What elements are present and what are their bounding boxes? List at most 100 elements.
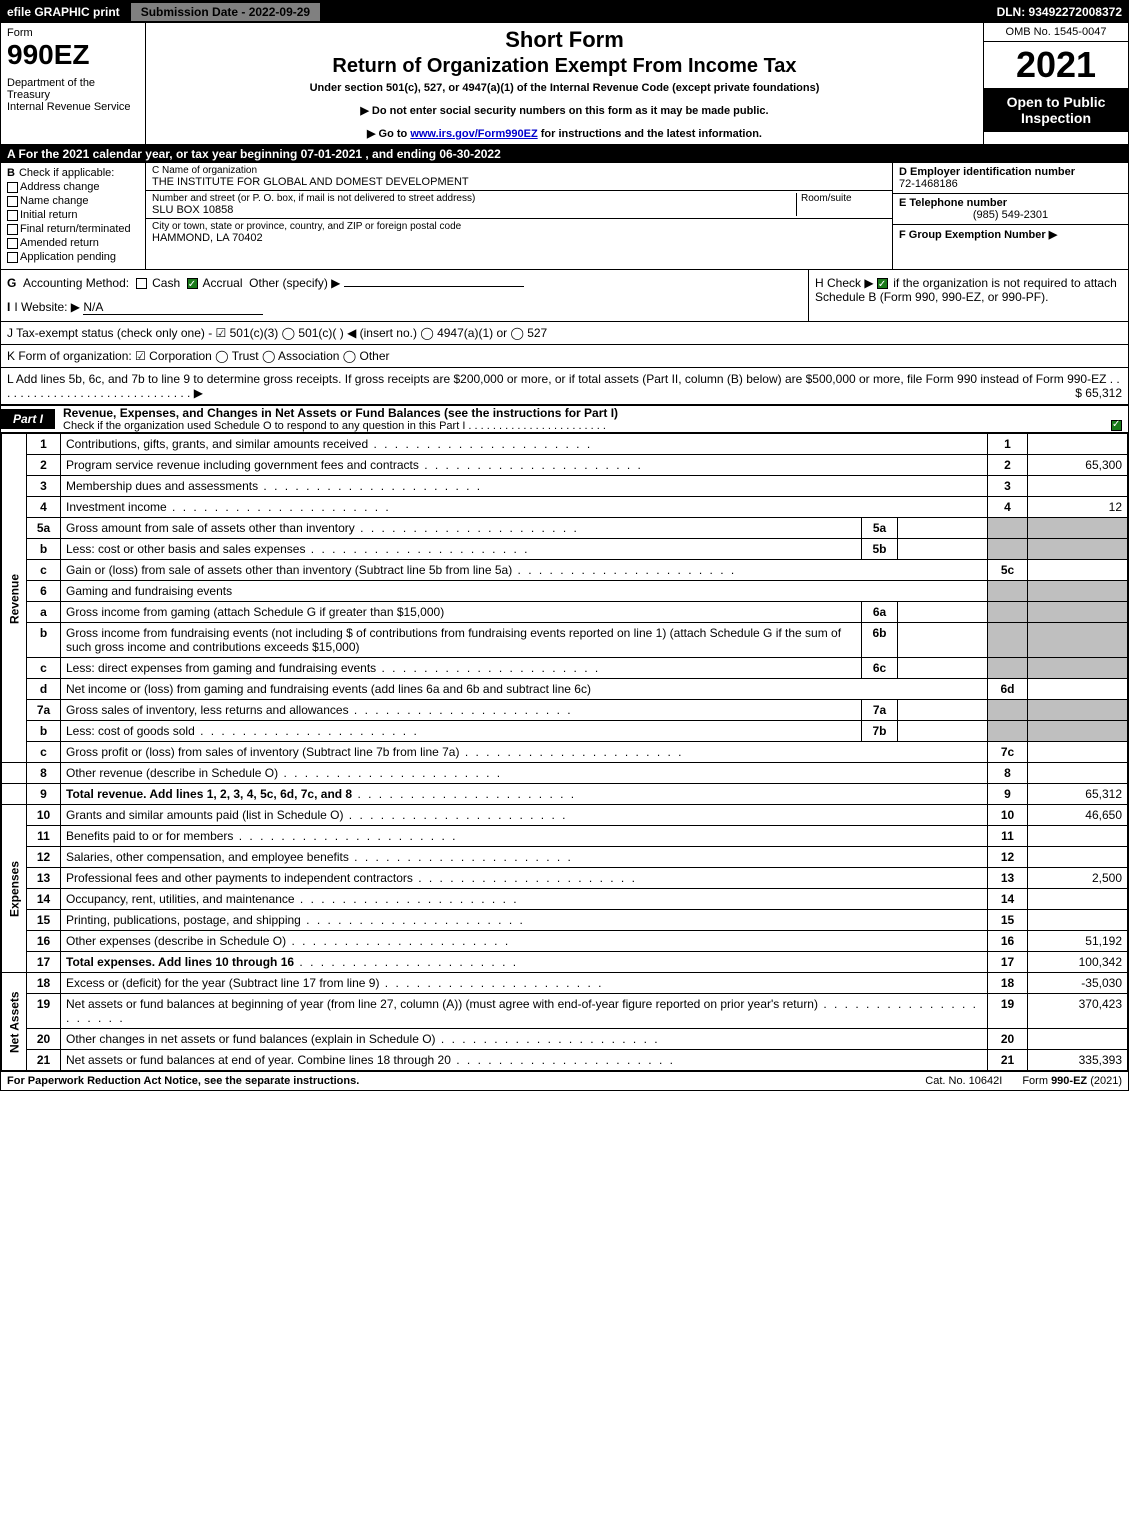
l7b-greyamt — [1028, 721, 1128, 742]
l2-desc: Program service revenue including govern… — [61, 455, 988, 476]
chk-name-change[interactable]: Name change — [7, 195, 139, 207]
l21-desc: Net assets or fund balances at end of ye… — [61, 1050, 988, 1071]
row-l: L Add lines 5b, 6c, and 7b to line 9 to … — [1, 368, 1128, 405]
l8-num: 8 — [27, 763, 61, 784]
l19-amt: 370,423 — [1028, 994, 1128, 1029]
header-right: OMB No. 1545-0047 2021 Open to Public In… — [983, 23, 1128, 144]
l5a-greybox — [988, 518, 1028, 539]
l-amount: $ 65,312 — [1075, 386, 1122, 400]
l6c-desc: Less: direct expenses from gaming and fu… — [61, 658, 862, 679]
l11-box: 11 — [988, 826, 1028, 847]
l-text: L Add lines 5b, 6c, and 7b to line 9 to … — [7, 372, 1120, 400]
i-label: I Website: ▶ — [14, 300, 80, 314]
l8-amt — [1028, 763, 1128, 784]
l11-amt — [1028, 826, 1128, 847]
l3-num: 3 — [27, 476, 61, 497]
l2-box: 2 — [988, 455, 1028, 476]
form-header: Form 990EZ Department of the Treasury In… — [1, 23, 1128, 145]
l17-amt: 100,342 — [1028, 952, 1128, 973]
line-a: A For the 2021 calendar year, or tax yea… — [1, 145, 1128, 163]
dln-label: DLN: 93492272008372 — [991, 3, 1128, 21]
chk-schedule-o[interactable] — [1111, 420, 1122, 431]
l5b-ibox: 5b — [862, 539, 898, 560]
l5a-num: 5a — [27, 518, 61, 539]
l14-desc: Occupancy, rent, utilities, and maintena… — [61, 889, 988, 910]
l7c-num: c — [27, 742, 61, 763]
l5b-greybox — [988, 539, 1028, 560]
subtitle-under: Under section 501(c), 527, or 4947(a)(1)… — [154, 82, 975, 94]
chk-final-return[interactable]: Final return/terminated — [7, 223, 139, 235]
l6a-ival — [898, 602, 988, 623]
g-letter: G — [7, 276, 16, 290]
l7c-amt — [1028, 742, 1128, 763]
l6b-desc: Gross income from fundraising events (no… — [61, 623, 862, 658]
section-b: BCheck if applicable: Address change Nam… — [1, 163, 146, 269]
c-name-label: C Name of organization — [152, 165, 886, 176]
l7a-ibox: 7a — [862, 700, 898, 721]
l4-desc: Investment income — [61, 497, 988, 518]
l6c-num: c — [27, 658, 61, 679]
l12-desc: Salaries, other compensation, and employ… — [61, 847, 988, 868]
l6b-ibox: 6b — [862, 623, 898, 658]
l10-amt: 46,650 — [1028, 805, 1128, 826]
l2-num: 2 — [27, 455, 61, 476]
side-netassets: Net Assets — [2, 973, 27, 1071]
l7a-greyamt — [1028, 700, 1128, 721]
chk-amended-return[interactable]: Amended return — [7, 237, 139, 249]
l16-amt: 51,192 — [1028, 931, 1128, 952]
d-label: D Employer identification number — [899, 166, 1075, 178]
l16-desc: Other expenses (describe in Schedule O) — [61, 931, 988, 952]
b-label: Check if applicable: — [19, 167, 114, 179]
l15-num: 15 — [27, 910, 61, 931]
l21-box: 21 — [988, 1050, 1028, 1071]
chk-cash[interactable] — [136, 278, 147, 289]
l6c-greybox — [988, 658, 1028, 679]
c-room-label: Room/suite — [801, 193, 886, 204]
row-g-h: G Accounting Method: Cash Accrual Other … — [1, 270, 1128, 322]
g-label: Accounting Method: — [23, 276, 129, 290]
c-city-label: City or town, state or province, country… — [152, 221, 886, 232]
g-other: Other (specify) ▶ — [249, 276, 340, 290]
omb-number: OMB No. 1545-0047 — [984, 23, 1128, 42]
l7a-greybox — [988, 700, 1028, 721]
chk-application-pending[interactable]: Application pending — [7, 251, 139, 263]
l6a-num: a — [27, 602, 61, 623]
form-990ez: efile GRAPHIC print Submission Date - 20… — [0, 0, 1129, 1091]
l5a-ibox: 5a — [862, 518, 898, 539]
l15-desc: Printing, publications, postage, and shi… — [61, 910, 988, 931]
l3-amt — [1028, 476, 1128, 497]
e-label: E Telephone number — [899, 197, 1007, 209]
c-street-label: Number and street (or P. O. box, if mail… — [152, 193, 796, 204]
l3-box: 3 — [988, 476, 1028, 497]
l7a-desc: Gross sales of inventory, less returns a… — [61, 700, 862, 721]
l20-desc: Other changes in net assets or fund bala… — [61, 1029, 988, 1050]
org-street: SLU BOX 10858 — [152, 204, 233, 216]
l13-box: 13 — [988, 868, 1028, 889]
l10-num: 10 — [27, 805, 61, 826]
g-other-input[interactable] — [344, 286, 524, 287]
row-k: K Form of organization: ☑ Corporation ◯ … — [1, 345, 1128, 368]
l1-num: 1 — [27, 434, 61, 455]
l6b-greybox — [988, 623, 1028, 658]
l16-box: 16 — [988, 931, 1028, 952]
department-label: Department of the Treasury Internal Reve… — [7, 77, 139, 113]
l7b-num: b — [27, 721, 61, 742]
l17-num: 17 — [27, 952, 61, 973]
chk-initial-return[interactable]: Initial return — [7, 209, 139, 221]
l13-desc: Professional fees and other payments to … — [61, 868, 988, 889]
l18-amt: -35,030 — [1028, 973, 1128, 994]
l6c-ibox: 6c — [862, 658, 898, 679]
l6d-desc: Net income or (loss) from gaming and fun… — [61, 679, 988, 700]
l7b-greybox — [988, 721, 1028, 742]
title-short-form: Short Form — [154, 27, 975, 53]
l11-num: 11 — [27, 826, 61, 847]
open-to-public: Open to Public Inspection — [984, 88, 1128, 132]
footer-center: Cat. No. 10642I — [905, 1075, 1022, 1087]
irs-link[interactable]: www.irs.gov/Form990EZ — [410, 128, 537, 140]
header-center: Short Form Return of Organization Exempt… — [146, 23, 983, 144]
chk-accrual[interactable] — [187, 278, 198, 289]
l14-amt — [1028, 889, 1128, 910]
l12-amt — [1028, 847, 1128, 868]
chk-h[interactable] — [877, 278, 888, 289]
chk-address-change[interactable]: Address change — [7, 181, 139, 193]
